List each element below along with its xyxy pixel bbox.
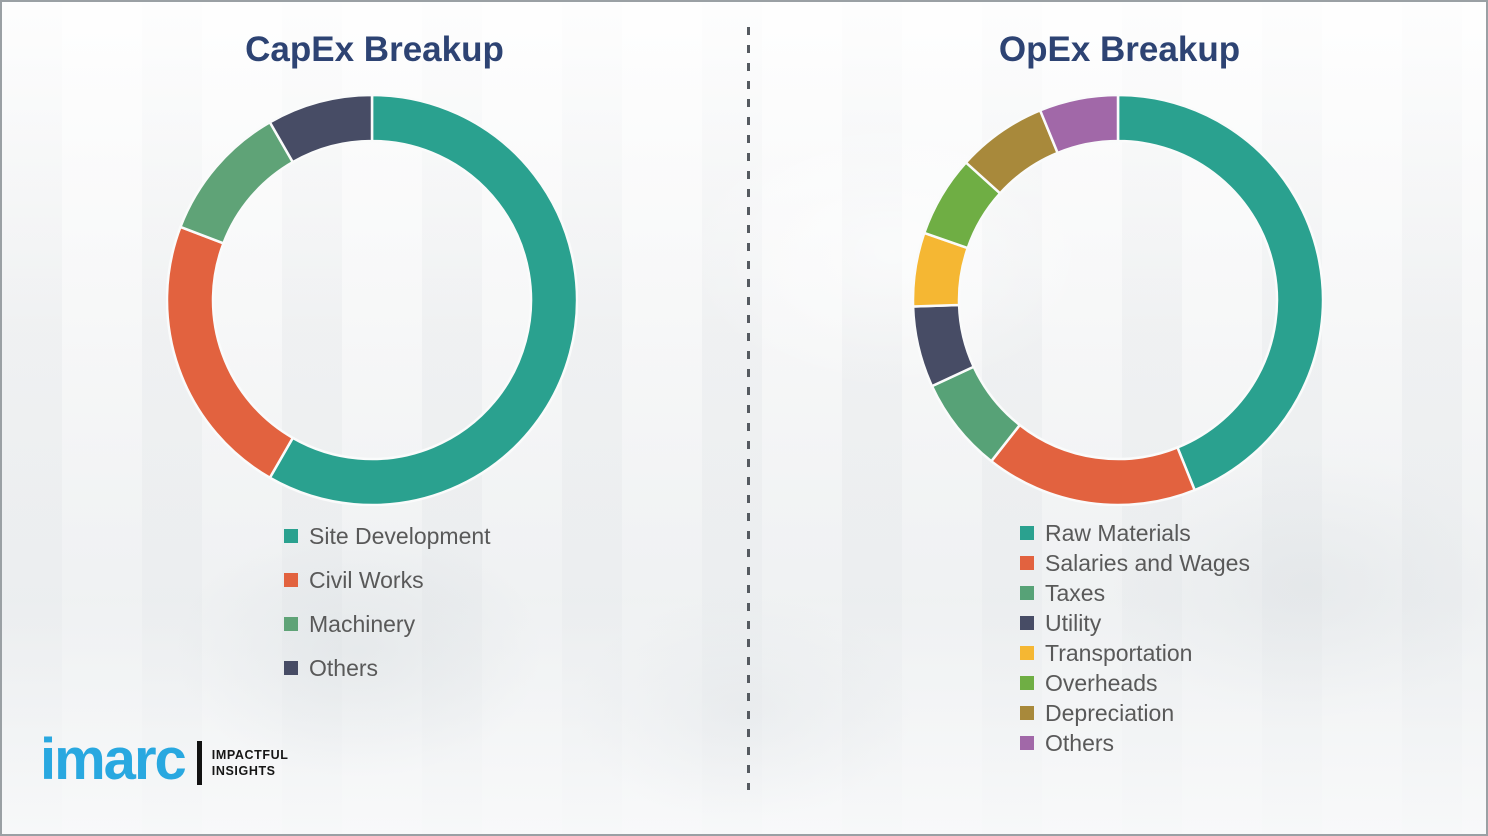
legend-item-capex-others: Others <box>284 646 491 690</box>
donut-segment-others <box>1038 94 1120 155</box>
legend-label-machinery: Machinery <box>309 610 416 637</box>
opex-legend: Raw Materials Salaries and Wages Taxes U… <box>1020 518 1250 758</box>
legend-swatch-taxes <box>1020 586 1034 600</box>
capex-chart-title: CapEx Breakup <box>245 30 504 69</box>
imarc-tagline-line1: IMPACTFUL <box>211 747 289 762</box>
legend-item-salaries-and-wages: Salaries and Wages <box>1020 548 1250 578</box>
capex-legend: Site Development Civil Works Machinery O… <box>284 514 491 690</box>
legend-item-depreciation: Depreciation <box>1020 698 1250 728</box>
capex-donut-chart <box>166 94 578 506</box>
opex-donut-chart <box>912 94 1324 506</box>
legend-item-raw-materials: Raw Materials <box>1020 518 1250 548</box>
legend-label-opex-others: Others <box>1045 729 1115 756</box>
donut-segment-site-development <box>268 94 578 506</box>
legend-item-site-development: Site Development <box>284 514 491 558</box>
legend-swatch-transportation <box>1020 646 1034 660</box>
legend-item-transportation: Transportation <box>1020 638 1250 668</box>
donut-segment-machinery <box>179 121 295 245</box>
legend-swatch-site-development <box>284 529 298 543</box>
legend-item-opex-others: Others <box>1020 728 1250 758</box>
legend-label-capex-others: Others <box>309 654 379 681</box>
donut-segment-salaries-and-wages <box>990 423 1196 506</box>
legend-swatch-utility <box>1020 616 1034 630</box>
legend-item-overheads: Overheads <box>1020 668 1250 698</box>
opex-chart-title: OpEx Breakup <box>998 30 1241 69</box>
legend-item-civil-works: Civil Works <box>284 558 491 602</box>
legend-swatch-raw-materials <box>1020 526 1034 540</box>
legend-label-civil-works: Civil Works <box>309 566 424 593</box>
panel-divider-dashed-line <box>747 27 750 790</box>
legend-label-salaries-and-wages: Salaries and Wages <box>1045 549 1250 576</box>
legend-label-taxes: Taxes <box>1045 579 1106 606</box>
legend-label-raw-materials: Raw Materials <box>1045 519 1191 546</box>
opex-panel: OpEx Breakup Raw Materials Salaries and … <box>749 2 1486 834</box>
imarc-tagline-line2: INSIGHTS <box>211 764 276 778</box>
legend-swatch-depreciation <box>1020 706 1034 720</box>
donut-segment-others <box>268 94 374 164</box>
legend-item-utility: Utility <box>1020 608 1250 638</box>
legend-item-taxes: Taxes <box>1020 578 1250 608</box>
donut-segment-civil-works <box>166 225 295 479</box>
legend-label-overheads: Overheads <box>1045 669 1158 696</box>
legend-swatch-capex-others <box>284 661 298 675</box>
legend-swatch-civil-works <box>284 573 298 587</box>
donut-segment-raw-materials <box>1116 94 1324 492</box>
legend-swatch-salaries-and-wages <box>1020 556 1034 570</box>
legend-label-depreciation: Depreciation <box>1045 699 1175 726</box>
imarc-logo-wordmark: imarc <box>40 727 187 793</box>
imarc-logo: imarc IMPACTFUL INSIGHTS <box>40 727 289 793</box>
legend-swatch-overheads <box>1020 676 1034 690</box>
capex-panel: CapEx Breakup Site Development Civil Wor… <box>2 2 747 834</box>
imarc-logo-divider-bar <box>196 741 202 785</box>
legend-item-machinery: Machinery <box>284 602 491 646</box>
legend-label-site-development: Site Development <box>309 522 491 549</box>
legend-label-transportation: Transportation <box>1045 639 1193 666</box>
legend-label-utility: Utility <box>1045 609 1102 636</box>
imarc-logo-tagline: IMPACTFUL INSIGHTS <box>212 747 289 780</box>
legend-swatch-opex-others <box>1020 736 1034 750</box>
legend-swatch-machinery <box>284 617 298 631</box>
